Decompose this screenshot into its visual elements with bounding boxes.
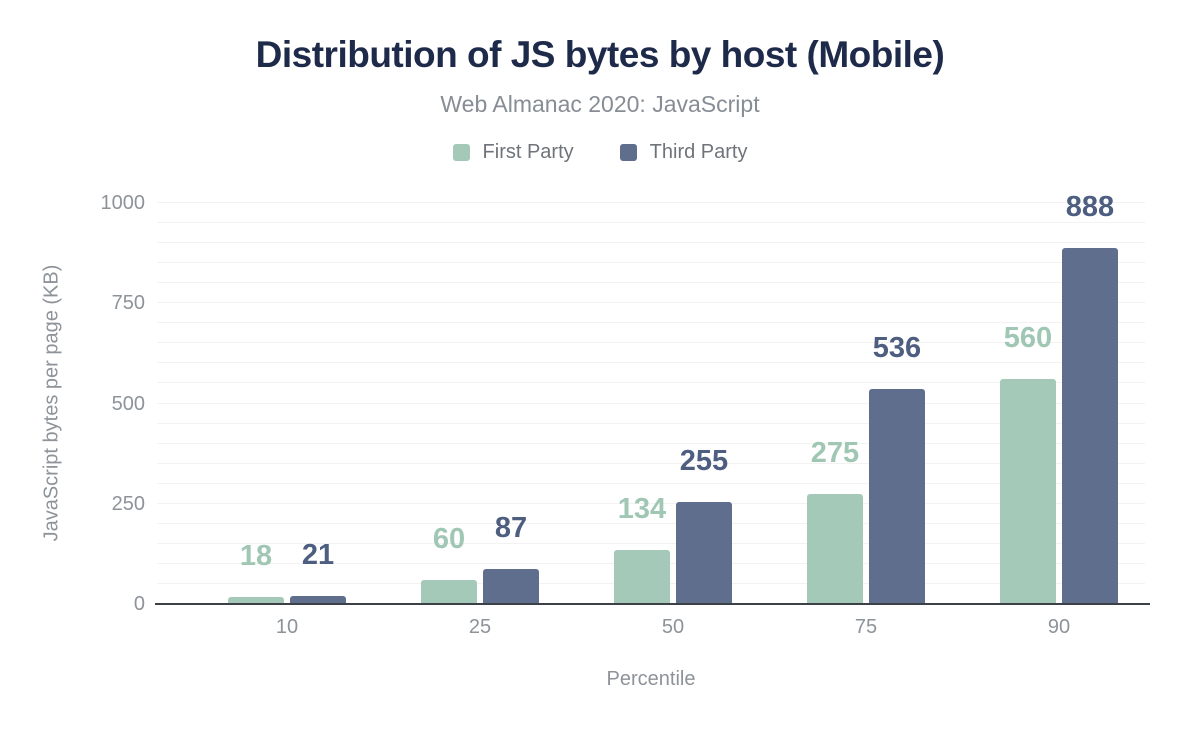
x-axis-line — [155, 603, 1150, 605]
gridline — [157, 242, 1145, 244]
bar-third-party — [869, 389, 925, 604]
gridline — [157, 342, 1145, 344]
y-tick-label: 750 — [111, 292, 145, 315]
legend-label: First Party — [482, 141, 574, 163]
bar-third-party — [1062, 248, 1118, 604]
bar-value-label: 134 — [617, 493, 667, 525]
y-tick-label: 1000 — [100, 192, 146, 214]
gridline — [157, 362, 1145, 364]
x-tick-label: 75 — [854, 616, 878, 638]
y-tick-label: 500 — [111, 392, 145, 415]
x-tick-label: 90 — [1047, 616, 1071, 638]
chart-title: Distribution of JS bytes by host (Mobile… — [255, 34, 945, 75]
bar-first-party — [228, 597, 284, 604]
bar-first-party — [614, 550, 670, 604]
x-tick-label: 50 — [661, 616, 685, 638]
bar-first-party — [421, 580, 477, 604]
x-tick-label: 10 — [275, 616, 299, 638]
y-tick-label: 0 — [133, 593, 145, 615]
bar-value-label: 560 — [1003, 322, 1053, 354]
legend-item: First Party — [452, 141, 574, 164]
bar-value-label: 536 — [872, 332, 922, 364]
gridline — [157, 422, 1145, 424]
gridline — [157, 262, 1145, 264]
chart-subtitle: Web Almanac 2020: JavaScript — [440, 91, 760, 117]
bar-value-label: 60 — [432, 523, 466, 555]
bar-third-party — [483, 569, 539, 604]
bar-first-party — [1000, 379, 1056, 604]
legend-item: Third Party — [619, 141, 748, 164]
gridline — [157, 282, 1145, 284]
bar-value-label: 18 — [239, 540, 273, 572]
gridline — [157, 482, 1145, 484]
bar-value-label: 275 — [810, 437, 860, 469]
x-axis-title: Percentile — [606, 668, 696, 690]
legend-swatch-icon — [619, 144, 637, 161]
bar-third-party — [676, 502, 732, 604]
plot-area: 0 250 500 750 1000 18 21 10 60 87 25 134 255 50 275 536… — [101, 192, 1145, 638]
gridline — [157, 402, 1145, 404]
bar-value-label: 87 — [494, 512, 528, 544]
gridline — [157, 502, 1145, 504]
bar-value-label: 888 — [1065, 191, 1115, 223]
gridline — [157, 202, 1145, 203]
bar-value-label: 255 — [679, 445, 729, 477]
bar-first-party — [807, 494, 863, 604]
gridline — [157, 522, 1145, 524]
gridline — [157, 322, 1145, 324]
gridline — [157, 222, 1145, 224]
bar-value-label: 21 — [301, 539, 335, 571]
gridline — [157, 302, 1145, 304]
bar-third-party — [290, 596, 346, 604]
chart-legend: First Party Third Party — [0, 141, 1200, 164]
legend-label: Third Party — [649, 141, 748, 163]
gridline — [157, 382, 1145, 384]
gridline — [157, 542, 1145, 544]
y-tick-label: 250 — [111, 492, 145, 515]
gridline — [157, 442, 1145, 444]
legend-swatch-icon — [452, 144, 470, 161]
x-tick-label: 25 — [468, 616, 492, 638]
gridline — [157, 462, 1145, 464]
